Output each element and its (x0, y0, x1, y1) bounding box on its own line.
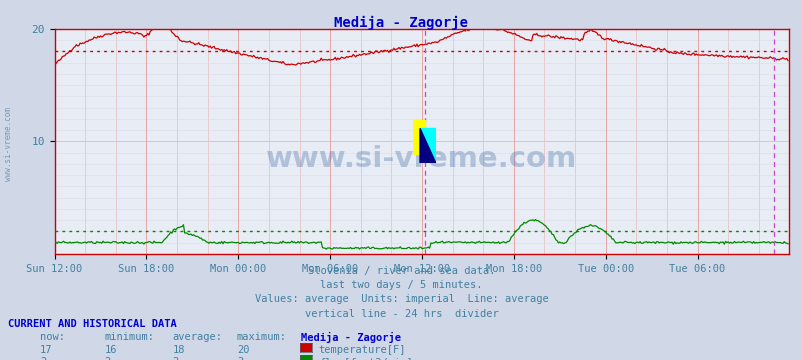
Text: now:: now: (40, 332, 65, 342)
Text: 20: 20 (237, 345, 249, 355)
Text: 16: 16 (104, 345, 117, 355)
Text: maximum:: maximum: (237, 332, 286, 342)
Bar (413, 120, 424, 154)
Text: 2: 2 (40, 357, 47, 360)
Text: 17: 17 (40, 345, 53, 355)
Text: Medija - Zagorje: Medija - Zagorje (334, 16, 468, 30)
Bar (419, 129, 435, 163)
Polygon shape (419, 129, 435, 163)
Text: 2: 2 (104, 357, 111, 360)
Text: Medija - Zagorje: Medija - Zagorje (301, 332, 401, 343)
Text: www.si-vreme.com: www.si-vreme.com (3, 107, 13, 181)
Text: Slovenia / river and sea data.: Slovenia / river and sea data. (307, 266, 495, 276)
Text: 2: 2 (172, 357, 179, 360)
Text: average:: average: (172, 332, 222, 342)
Text: temperature[F]: temperature[F] (318, 345, 406, 355)
Text: CURRENT AND HISTORICAL DATA: CURRENT AND HISTORICAL DATA (8, 319, 176, 329)
Text: last two days / 5 minutes.: last two days / 5 minutes. (320, 280, 482, 290)
Text: www.si-vreme.com: www.si-vreme.com (266, 145, 577, 173)
Text: 18: 18 (172, 345, 185, 355)
Text: flow[foot3/min]: flow[foot3/min] (318, 357, 412, 360)
Text: 3: 3 (237, 357, 243, 360)
Text: minimum:: minimum: (104, 332, 154, 342)
Text: vertical line - 24 hrs  divider: vertical line - 24 hrs divider (304, 309, 498, 319)
Text: Values: average  Units: imperial  Line: average: Values: average Units: imperial Line: av… (254, 294, 548, 305)
